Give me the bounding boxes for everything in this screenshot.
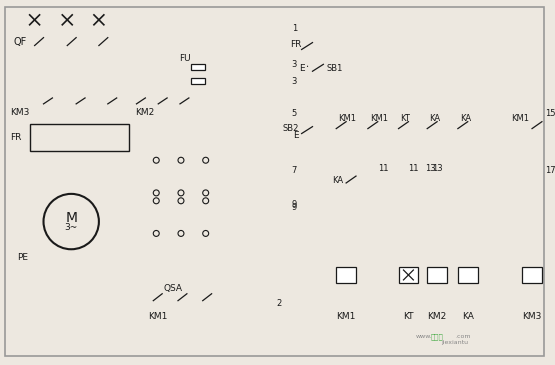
Bar [191, 64, 205, 70]
Text: FR: FR [290, 40, 301, 49]
Text: SB2: SB2 [282, 124, 299, 133]
Bar [522, 267, 542, 283]
Text: KA: KA [462, 312, 473, 321]
Circle shape [203, 230, 209, 237]
Text: PE: PE [17, 253, 28, 262]
Bar [191, 78, 205, 84]
Text: 11: 11 [378, 164, 388, 173]
Text: KM1: KM1 [511, 114, 529, 123]
Circle shape [153, 157, 159, 163]
Text: KM1: KM1 [149, 312, 168, 321]
Text: M: M [65, 211, 77, 224]
Circle shape [153, 230, 159, 237]
Text: E: E [293, 131, 299, 140]
Text: 15: 15 [545, 109, 555, 118]
Text: FU: FU [179, 54, 191, 63]
Text: KM1: KM1 [336, 312, 356, 321]
Circle shape [153, 198, 159, 204]
Text: www.: www. [415, 334, 432, 339]
Text: 13: 13 [432, 164, 443, 173]
Circle shape [153, 190, 159, 196]
Circle shape [178, 190, 184, 196]
Text: QSA: QSA [164, 284, 183, 293]
Bar [29, 124, 129, 151]
Bar [458, 267, 478, 283]
Text: QF: QF [14, 36, 27, 47]
Text: KM2: KM2 [135, 108, 155, 117]
Text: 1: 1 [292, 24, 297, 33]
Text: .com: .com [455, 334, 471, 339]
Text: KA: KA [332, 176, 343, 185]
Text: 7: 7 [292, 166, 297, 174]
Text: 11: 11 [408, 164, 419, 173]
Text: E: E [299, 64, 305, 73]
Text: KT: KT [403, 312, 413, 321]
Circle shape [203, 190, 209, 196]
Text: 3: 3 [292, 77, 297, 86]
Text: KA: KA [460, 114, 471, 123]
Text: 5: 5 [292, 109, 297, 118]
Text: 9: 9 [292, 203, 297, 212]
Circle shape [178, 198, 184, 204]
Circle shape [43, 194, 99, 249]
Text: KM1: KM1 [338, 114, 356, 123]
Circle shape [178, 230, 184, 237]
Text: jiexiantu: jiexiantu [441, 340, 468, 345]
Text: KM3: KM3 [522, 312, 542, 321]
Circle shape [178, 157, 184, 163]
Text: 2: 2 [276, 299, 282, 308]
Circle shape [203, 157, 209, 163]
Text: SB1: SB1 [326, 64, 343, 73]
Bar [336, 267, 356, 283]
Bar [427, 267, 447, 283]
Text: 3~: 3~ [64, 223, 78, 232]
Text: KT: KT [401, 114, 410, 123]
Circle shape [203, 198, 209, 204]
Text: 17: 17 [545, 166, 555, 174]
Text: KM3: KM3 [10, 108, 29, 117]
Text: FR: FR [11, 133, 22, 142]
Text: 接线图: 接线图 [430, 333, 443, 339]
Bar [398, 267, 418, 283]
Text: KM2: KM2 [427, 312, 447, 321]
Text: KA: KA [429, 114, 440, 123]
Text: 3: 3 [292, 60, 297, 69]
Text: 13: 13 [425, 164, 436, 173]
Text: 9: 9 [292, 200, 297, 209]
Text: KM1: KM1 [370, 114, 388, 123]
